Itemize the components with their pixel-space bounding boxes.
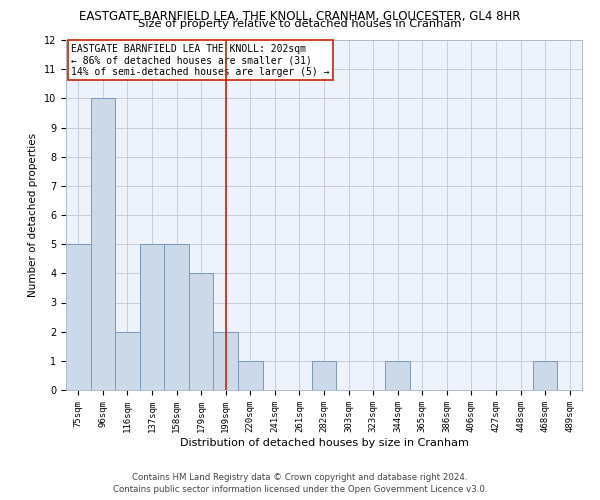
Bar	[91, 98, 115, 390]
Bar	[533, 361, 557, 390]
Bar	[115, 332, 140, 390]
Bar	[164, 244, 189, 390]
Bar	[140, 244, 164, 390]
Bar	[189, 274, 214, 390]
Bar	[66, 244, 91, 390]
Y-axis label: Number of detached properties: Number of detached properties	[28, 133, 38, 297]
Bar	[238, 361, 263, 390]
Text: Contains HM Land Registry data © Crown copyright and database right 2024.
Contai: Contains HM Land Registry data © Crown c…	[113, 473, 487, 494]
Text: EASTGATE BARNFIELD LEA, THE KNOLL, CRANHAM, GLOUCESTER, GL4 8HR: EASTGATE BARNFIELD LEA, THE KNOLL, CRANH…	[79, 10, 521, 23]
Text: Size of property relative to detached houses in Cranham: Size of property relative to detached ho…	[139, 19, 461, 29]
Bar	[312, 361, 336, 390]
X-axis label: Distribution of detached houses by size in Cranham: Distribution of detached houses by size …	[179, 438, 469, 448]
Bar	[385, 361, 410, 390]
Bar	[214, 332, 238, 390]
Text: EASTGATE BARNFIELD LEA THE KNOLL: 202sqm
← 86% of detached houses are smaller (3: EASTGATE BARNFIELD LEA THE KNOLL: 202sqm…	[71, 44, 329, 76]
